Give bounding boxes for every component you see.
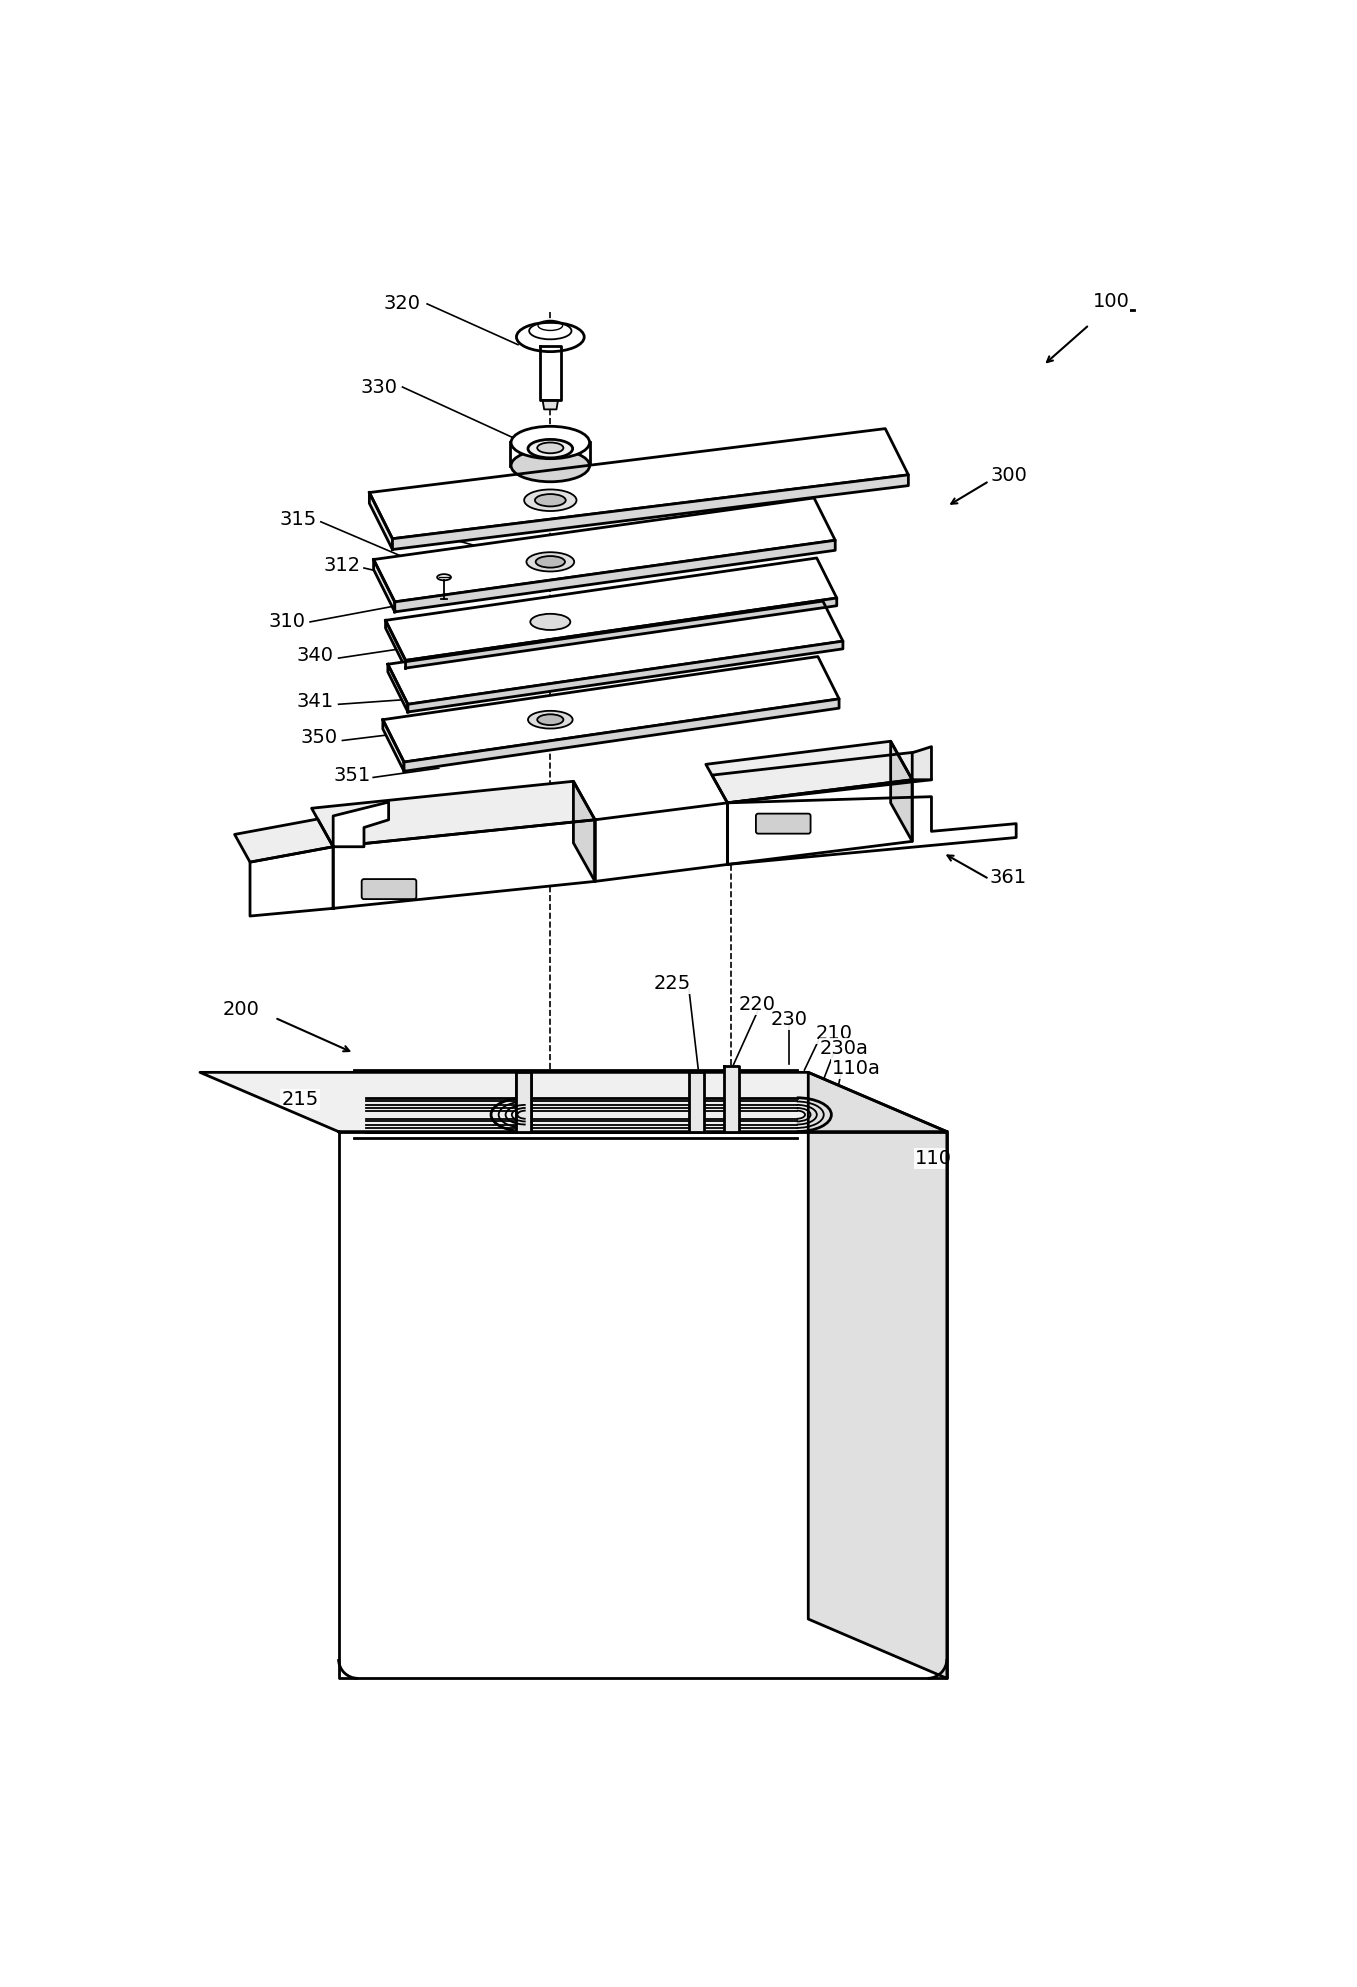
Text: 215: 215 xyxy=(281,1089,319,1109)
Polygon shape xyxy=(373,560,395,612)
Text: 210: 210 xyxy=(816,1023,852,1043)
Polygon shape xyxy=(334,821,594,908)
Ellipse shape xyxy=(517,322,585,352)
Ellipse shape xyxy=(437,574,451,580)
Text: 350a: 350a xyxy=(433,817,483,835)
Ellipse shape xyxy=(537,443,563,453)
Polygon shape xyxy=(706,741,912,803)
Text: 110a: 110a xyxy=(832,1059,881,1079)
Text: 330: 330 xyxy=(361,378,398,397)
Text: 311: 311 xyxy=(387,523,425,542)
Polygon shape xyxy=(388,664,408,711)
Polygon shape xyxy=(890,741,912,841)
Ellipse shape xyxy=(528,711,573,729)
Polygon shape xyxy=(540,346,560,399)
Polygon shape xyxy=(516,1071,531,1133)
Ellipse shape xyxy=(536,556,565,568)
Text: 361: 361 xyxy=(989,868,1027,886)
Text: 110: 110 xyxy=(915,1148,953,1168)
Ellipse shape xyxy=(527,552,574,572)
Ellipse shape xyxy=(537,713,563,725)
Text: 230a: 230a xyxy=(820,1039,868,1057)
Polygon shape xyxy=(385,620,406,668)
Ellipse shape xyxy=(531,614,570,630)
FancyBboxPatch shape xyxy=(362,878,417,898)
Polygon shape xyxy=(543,399,558,409)
Text: 350: 350 xyxy=(301,727,338,747)
Polygon shape xyxy=(369,429,908,538)
Polygon shape xyxy=(312,781,594,846)
Polygon shape xyxy=(408,642,843,711)
Polygon shape xyxy=(594,803,727,882)
Polygon shape xyxy=(388,602,843,703)
Polygon shape xyxy=(404,699,839,771)
Text: 225: 225 xyxy=(653,974,691,994)
Polygon shape xyxy=(395,540,835,612)
Text: 312: 312 xyxy=(324,556,361,574)
Text: 340: 340 xyxy=(297,646,334,666)
Polygon shape xyxy=(392,475,908,550)
Polygon shape xyxy=(712,751,931,803)
Polygon shape xyxy=(727,797,1016,864)
Text: 360: 360 xyxy=(263,890,301,908)
Text: 200: 200 xyxy=(223,1001,259,1019)
Polygon shape xyxy=(385,558,837,660)
Text: 300: 300 xyxy=(991,467,1027,485)
Polygon shape xyxy=(383,656,839,763)
Polygon shape xyxy=(574,781,594,882)
Ellipse shape xyxy=(512,427,589,459)
Text: 100: 100 xyxy=(1092,292,1129,312)
Text: 230: 230 xyxy=(771,1011,807,1029)
Ellipse shape xyxy=(535,495,566,507)
Text: 315: 315 xyxy=(280,511,316,529)
Polygon shape xyxy=(727,779,912,864)
FancyBboxPatch shape xyxy=(756,813,810,835)
Polygon shape xyxy=(369,493,392,550)
Polygon shape xyxy=(334,803,388,846)
Polygon shape xyxy=(383,719,404,771)
Text: 310: 310 xyxy=(269,612,305,632)
Ellipse shape xyxy=(528,439,573,457)
Polygon shape xyxy=(912,747,931,779)
Polygon shape xyxy=(338,1133,947,1679)
Ellipse shape xyxy=(512,449,589,481)
Polygon shape xyxy=(199,1073,947,1133)
Polygon shape xyxy=(406,598,837,668)
Text: 351: 351 xyxy=(332,767,370,785)
Text: 220: 220 xyxy=(738,995,775,1013)
Polygon shape xyxy=(809,1073,947,1679)
Polygon shape xyxy=(373,499,835,602)
Ellipse shape xyxy=(524,489,577,511)
Polygon shape xyxy=(723,1067,740,1133)
Text: 341: 341 xyxy=(297,693,334,711)
Polygon shape xyxy=(235,819,334,862)
Text: 320: 320 xyxy=(384,294,421,314)
Polygon shape xyxy=(689,1071,704,1133)
Polygon shape xyxy=(250,846,334,916)
